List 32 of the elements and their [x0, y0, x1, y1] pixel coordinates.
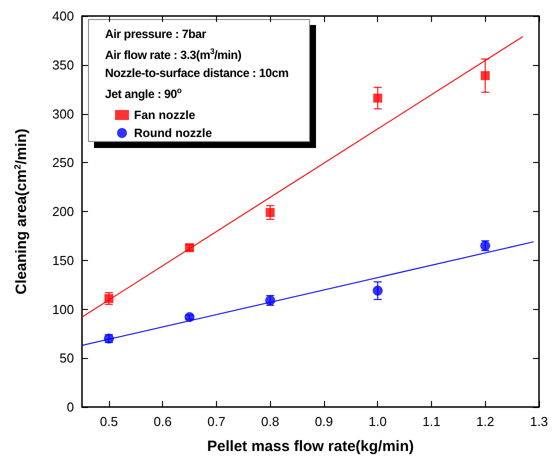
y-tick-label: 50	[60, 350, 74, 366]
point	[373, 94, 382, 103]
x-tick-label: 0.5	[100, 414, 118, 429]
y-tick-label: 250	[52, 155, 74, 170]
y-tick-label: 150	[52, 252, 74, 268]
x-tick-label: 1.2	[476, 414, 494, 429]
x-tick-label: 1.1	[422, 414, 441, 429]
point	[372, 286, 383, 296]
x-tick-label: 0.6	[154, 414, 172, 429]
x-tick-label: 0.8	[261, 414, 280, 429]
point	[480, 71, 490, 80]
y-tick-label: 0	[66, 400, 74, 414]
x-tick-label: 0.7	[207, 414, 226, 429]
x-tick-label: 0.9	[314, 414, 333, 429]
y-tick-label: 400	[52, 8, 74, 24]
annotation: Jet angle : 90$^{o}$	[105, 85, 182, 103]
x-tick-label: 1.0	[368, 414, 387, 429]
annotation: Air flow rate : 3.3(m$^{3}$/min)	[105, 46, 242, 64]
x-axis-title: Pellet mass flow rate(kg/min)	[207, 438, 414, 455]
point	[184, 312, 195, 322]
y-tick-label: 100	[52, 302, 74, 317]
legend-label: Round nozzle	[134, 126, 212, 140]
y-tick-label: 350	[52, 57, 74, 72]
point	[104, 294, 114, 303]
y-tick-label: 300	[52, 106, 74, 122]
point	[266, 208, 275, 217]
annotation: Nozzle-to-surface distance : 10cm	[105, 65, 290, 82]
x-tick-label: 1.3	[530, 414, 548, 429]
legend-label: Fan nozzle	[134, 108, 196, 122]
y-tick-label: 200	[52, 204, 74, 219]
y-axis-title: Cleaning area(cm2/min)	[12, 128, 30, 294]
annotation: Air pressure : 7bar	[105, 26, 208, 43]
